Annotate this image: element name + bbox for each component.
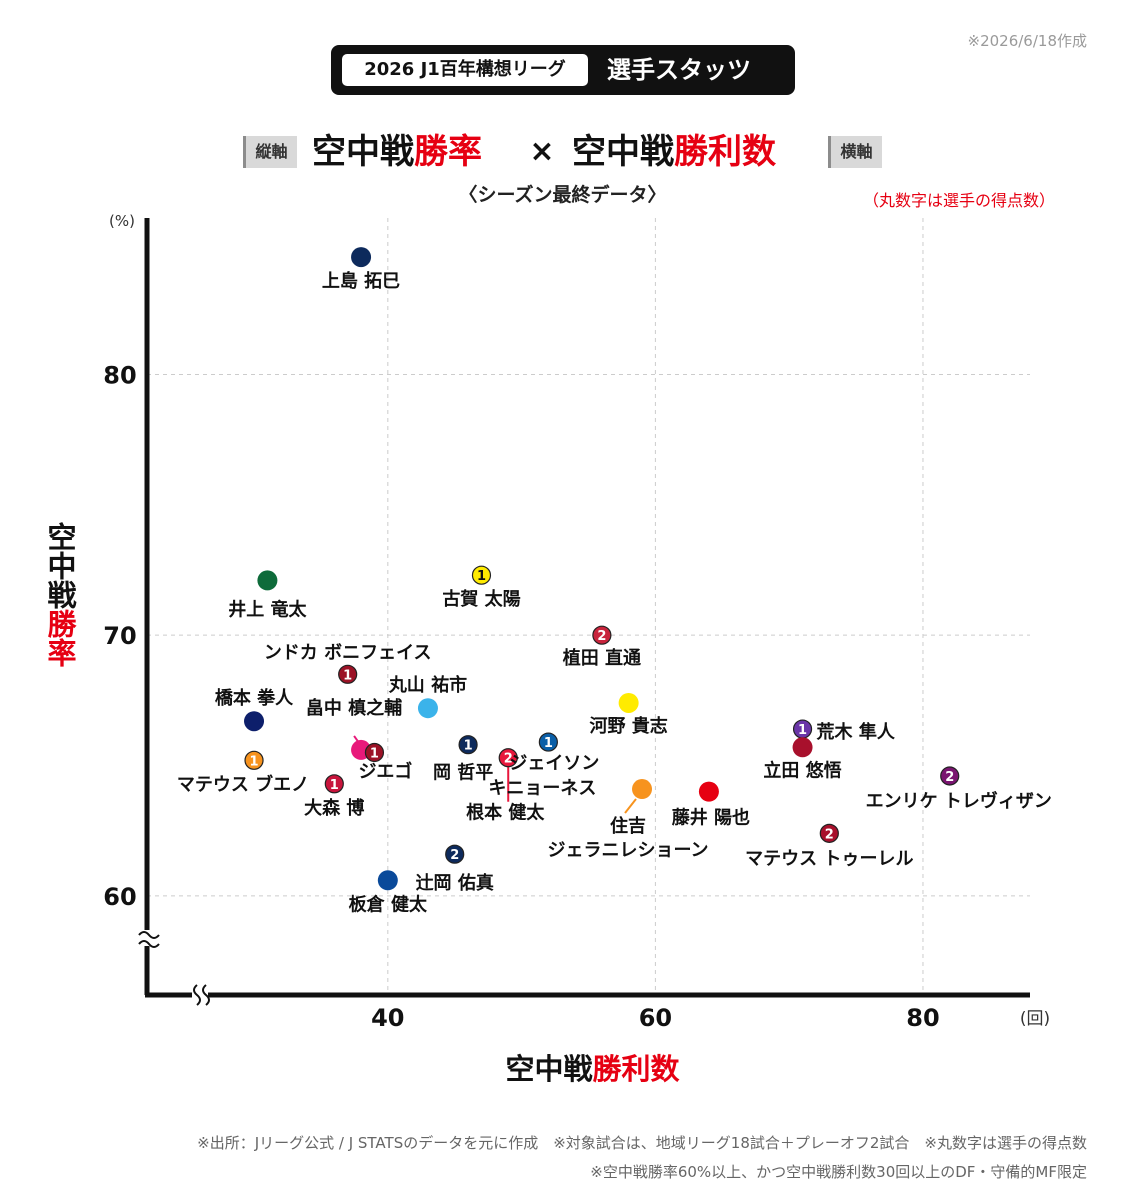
data-point [592,625,612,645]
heading-right-prefix: 空中戦 [572,132,674,172]
data-point [632,779,653,800]
player-name-label: マテウス トゥーレル [745,848,913,869]
y-tick-label: 70 [103,622,136,650]
goal-count-label: 2 [825,827,834,842]
heading-left-emphasis: 勝率 [414,132,482,172]
chart-heading: 縦軸 空中戦勝率 × 空中戦勝利数 横軸 [0,128,1125,176]
player-name-label: 丸山 祐市 [388,674,467,696]
player-name-label: 板倉 健太 [349,893,428,915]
y-tick-label: 80 [103,361,136,389]
data-point [244,711,265,732]
player-name-label: 井上 竜太 [228,598,307,620]
goal-count-label: 1 [370,747,379,762]
x-unit-label: (回) [1020,1009,1050,1029]
x-axis-break-mark [193,984,210,1006]
data-point [364,742,385,763]
times-sign: × [529,134,555,169]
player-name-label: ジェイソン [509,753,599,774]
player-name-label: 荒木 隼人 [816,721,896,743]
player-name-label: 上島 拓巳 [322,270,400,292]
footnote-source: ※出所：Jリーグ公式 / J STATSのデータを元に作成 ※対象試合は、地域リ… [197,1134,1087,1152]
player-name-label: 古賀 太陽 [442,588,520,610]
data-point [471,565,492,585]
player-name-label: キニョーネス [488,778,596,799]
player-name-label: 橋本 拳人 [215,687,294,709]
league-name: 2026 J1百年構想リーグ [342,54,588,86]
data-point [940,766,960,786]
goal-count-label: 1 [798,723,807,738]
data-point [417,698,438,719]
x-tick-label: 40 [371,1004,404,1032]
footnote-criteria: ※空中戦勝率60%以上、かつ空中戦勝利数30回以上のDF・守備的MF限定 [590,1163,1087,1181]
goal-count-label: 2 [597,629,606,644]
player-name-label: 住吉 [610,815,646,837]
data-point [324,774,344,794]
goal-count-label: 1 [464,739,473,754]
player-name-label: エンリケ トレヴィザン [866,790,1052,812]
x-tick-label: 80 [906,1004,939,1032]
y-tick-label: 60 [103,883,136,911]
player-name-label: 河野 貴志 [589,715,667,737]
x-axis-title: 空中戦勝利数 [0,1046,1125,1088]
data-point [819,823,839,843]
player-name-label: マテウス ブエノ [177,773,309,795]
data-point [257,570,278,591]
horizontal-axis-tag: 横軸 [828,136,882,168]
y-axis-title-emphasis: 勝率 [43,609,77,667]
x-axis-title-prefix: 空中戦 [505,1052,593,1086]
player-name-label: 植田 直通 [563,647,641,669]
player-name-label: 大森 博 [304,797,364,819]
grid-lines [147,218,1030,995]
goal-count-label: 1 [343,668,352,683]
goal-count-label: 1 [477,569,486,584]
player-name-label: 藤井 陽也 [672,807,750,829]
y-axis-title: 空中戦 勝率 [40,522,80,667]
data-point [498,748,518,768]
player-name-label: ジエゴ [358,761,412,783]
subheading: 〈シーズン最終データ〉 [458,184,667,206]
data-point [538,732,558,752]
heading-right: 空中戦勝利数 [572,128,776,176]
data-point [445,844,465,864]
creation-date-note: ※2026/6/18作成 [967,32,1087,50]
goal-count-label: 2 [450,848,459,863]
player-name-label: ンドカ ボニフェイス [264,642,432,663]
data-points: 1 2 1 1 1 1 1 2 1 1 2 2 2 [244,247,960,891]
y-axis-break-mark [138,931,160,948]
leader-line [624,798,637,814]
goal-count-label: 1 [250,754,259,769]
y-axis-title-prefix: 空中戦 [43,522,77,609]
goal-count-label: 2 [504,752,513,767]
data-point [458,735,478,755]
axes: 60 70 80 40 60 80 [103,218,1030,1032]
player-name-label: 岡 哲平 [433,762,493,784]
heading-left-prefix: 空中戦 [312,132,414,172]
x-tick-label: 60 [639,1004,672,1032]
data-point [792,737,813,758]
player-name-label: 立田 悠悟 [763,759,841,781]
title-banner: 2026 J1百年構想リーグ 選手スタッツ [331,45,795,95]
data-point [618,692,639,713]
player-name-label: ジェラニレショーン [547,840,708,861]
data-point [244,750,264,770]
heading-right-emphasis: 勝利数 [674,132,776,172]
title-text: 選手スタッツ [607,56,751,84]
heading-left: 空中戦勝率 [312,128,482,176]
goal-count-label: 1 [544,736,553,751]
goal-count-label: 2 [945,770,954,785]
y-unit-label: (%) [109,212,135,230]
data-point [698,781,719,802]
data-point [377,870,398,891]
x-axis-title-emphasis: 勝利数 [592,1052,680,1086]
data-point [351,247,372,268]
player-name-label: 辻岡 佑真 [416,872,494,894]
goal-count-label: 1 [330,778,339,793]
vertical-axis-tag: 縦軸 [243,136,297,168]
circle-number-note: （丸数字は選手の得点数） [862,191,1055,210]
player-name-label: 根本 健太 [466,802,545,824]
data-point [338,664,358,684]
player-name-label: 畠中 槙之輔 [306,697,402,719]
